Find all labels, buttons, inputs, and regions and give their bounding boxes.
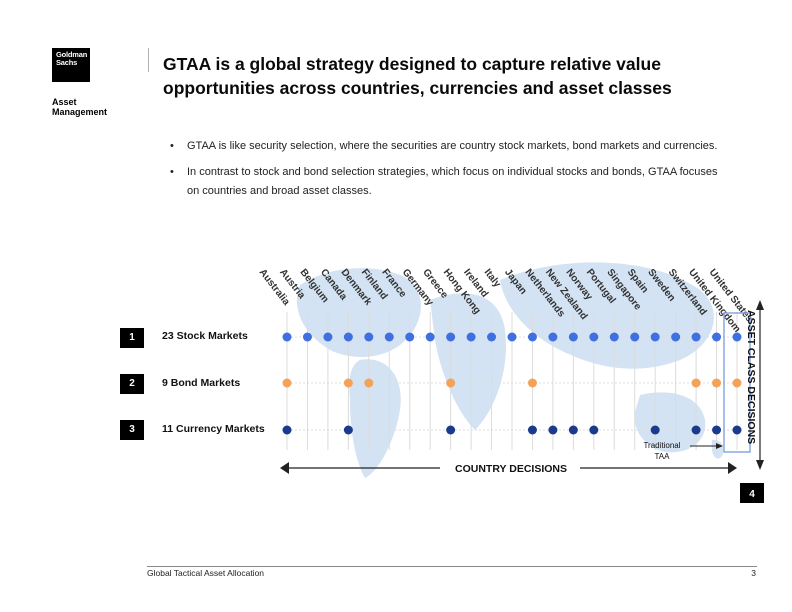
market-dot — [282, 378, 292, 388]
corner-number-badge — [740, 483, 764, 503]
goldman-sachs-logo: Goldman Sachs — [52, 48, 90, 82]
market-dot — [732, 332, 742, 342]
market-dot — [589, 332, 599, 342]
logo-line-2: Sachs — [56, 58, 78, 67]
market-dot — [732, 378, 742, 388]
bullet-item: • GTAA is like security selection, where… — [170, 137, 730, 156]
title-line-1: GTAA is a global strategy designed to ca… — [163, 54, 661, 74]
market-dot — [466, 332, 476, 342]
market-dot — [548, 425, 558, 435]
page-number: 3 — [751, 568, 756, 578]
asset-class-decisions-label: ASSET CLASS DECISIONS — [745, 310, 757, 444]
market-dot — [527, 378, 537, 388]
market-dot — [302, 332, 312, 342]
market-dot — [712, 425, 722, 435]
market-dot — [323, 332, 333, 342]
market-dot — [507, 332, 517, 342]
market-dot — [384, 332, 394, 342]
traditional-taa-label: TAA — [655, 452, 671, 461]
asset-class-highlight-box — [723, 312, 751, 453]
bullet-dot-icon: • — [170, 166, 174, 178]
corner-number-text: 4 — [749, 489, 755, 500]
market-dot — [568, 425, 578, 435]
market-dot — [343, 378, 353, 388]
traditional-taa-label: Traditional — [643, 441, 680, 450]
market-dot — [446, 378, 456, 388]
logo-sub-line-2: Management — [52, 107, 108, 117]
market-dot — [650, 425, 660, 435]
market-dot — [527, 332, 537, 342]
market-dot — [343, 425, 353, 435]
row-number-badge: 1 — [120, 328, 144, 348]
market-dot — [364, 378, 374, 388]
market-dot — [589, 425, 599, 435]
market-dot — [650, 332, 660, 342]
row-number-badge: 2 — [120, 374, 144, 394]
bullet-list: • GTAA is like security selection, where… — [170, 137, 730, 208]
market-dot — [691, 378, 701, 388]
title-line-2: opportunities across countries, currenci… — [163, 78, 672, 98]
market-dot — [712, 378, 722, 388]
market-dot — [732, 425, 742, 435]
page-title: GTAA is a global strategy designed to ca… — [163, 52, 763, 100]
header-divider — [148, 48, 149, 72]
logo-sub-line-1: Asset — [52, 97, 77, 107]
market-dot — [364, 332, 374, 342]
logo-subtitle: Asset Management — [52, 97, 107, 117]
market-dot — [568, 332, 578, 342]
footer-divider — [147, 566, 757, 567]
vertical-arrow — [756, 300, 764, 470]
market-dot — [487, 332, 497, 342]
traditional-taa-arrow — [690, 443, 723, 449]
market-dot — [671, 332, 681, 342]
bullet-dot-icon: • — [170, 140, 174, 152]
row-label-bond: 9 Bond Markets — [162, 377, 241, 389]
footer-title: Global Tactical Asset Allocation — [147, 568, 265, 578]
market-dot — [282, 425, 292, 435]
market-dot — [425, 332, 435, 342]
market-dot — [548, 332, 558, 342]
row-label-currency: 11 Currency Markets — [162, 423, 265, 435]
bullet-item: • In contrast to stock and bond selectio… — [170, 163, 730, 201]
market-dot — [609, 332, 619, 342]
market-dot — [527, 425, 537, 435]
market-dot — [282, 332, 292, 342]
logo-line-1: Goldman — [56, 50, 88, 59]
market-dot — [691, 332, 701, 342]
market-dot — [712, 332, 722, 342]
market-dot — [630, 332, 640, 342]
market-dot — [343, 332, 353, 342]
row-label-stock: 23 Stock Markets — [162, 330, 248, 342]
country-decisions-label: COUNTRY DECISIONS — [455, 463, 567, 475]
market-dot — [446, 332, 456, 342]
bullet-text: In contrast to stock and bond selection … — [187, 166, 718, 197]
market-dot — [405, 332, 415, 342]
market-dot — [691, 425, 701, 435]
bullet-text: GTAA is like security selection, where t… — [187, 140, 718, 152]
market-dot — [446, 425, 456, 435]
row-number-badge: 3 — [120, 420, 144, 440]
